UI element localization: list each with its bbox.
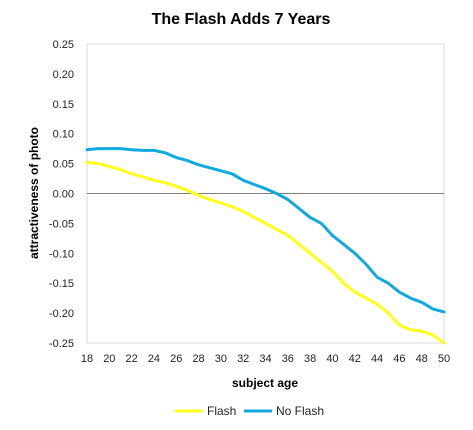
legend: Flash No Flash bbox=[175, 404, 324, 418]
y-tick-label: 0.10 bbox=[53, 129, 74, 141]
x-tick-label: 34 bbox=[259, 353, 271, 365]
series-line-flash bbox=[85, 160, 446, 345]
y-tick-label: -0.10 bbox=[49, 248, 74, 260]
legend-label-flash: Flash bbox=[207, 404, 236, 418]
y-tick-label: 0.25 bbox=[53, 39, 74, 51]
series-line-no-flash bbox=[85, 147, 446, 314]
y-tick-label: -0.20 bbox=[49, 308, 74, 320]
x-tick-label: 24 bbox=[148, 353, 160, 365]
y-axis-label: attractiveness of photo bbox=[27, 127, 41, 259]
x-tick-label: 42 bbox=[349, 353, 361, 365]
legend-label-no-flash: No Flash bbox=[276, 404, 324, 418]
x-tick-label: 50 bbox=[438, 353, 450, 365]
series-lines bbox=[85, 147, 446, 345]
x-tick-label: 44 bbox=[371, 353, 383, 365]
x-tick-label: 20 bbox=[103, 353, 115, 365]
x-tick-label: 18 bbox=[81, 353, 93, 365]
y-tick-label: 0.00 bbox=[53, 189, 74, 201]
x-tick-label: 28 bbox=[192, 353, 204, 365]
x-tick-label: 30 bbox=[215, 353, 227, 365]
x-tick-label: 38 bbox=[304, 353, 316, 365]
y-tick-label: 0.15 bbox=[53, 99, 74, 111]
y-tick-label: 0.05 bbox=[53, 159, 74, 171]
x-tick-label: 36 bbox=[282, 353, 294, 365]
y-axis-ticks: 0.25 0.20 0.15 0.10 0.05 0.00 -0.05 -0.10 -0.15 -… bbox=[49, 39, 74, 350]
plot-area bbox=[86, 43, 445, 344]
x-tick-label: 40 bbox=[326, 353, 338, 365]
x-tick-label: 32 bbox=[237, 353, 249, 365]
x-tick-label: 48 bbox=[416, 353, 428, 365]
x-tick-label: 22 bbox=[126, 353, 138, 365]
y-tick-label: -0.25 bbox=[49, 338, 74, 350]
y-tick-label: -0.05 bbox=[49, 218, 74, 230]
x-axis-ticks: 18 20 22 24 26 28 30 32 34 36 38 40 42 44 46 48 50 bbox=[81, 353, 450, 365]
y-tick-label: 0.20 bbox=[53, 69, 74, 81]
x-axis-label: subject age bbox=[232, 376, 298, 390]
y-tick-label: -0.15 bbox=[49, 278, 74, 290]
x-tick-label: 26 bbox=[170, 353, 182, 365]
chart-title: The Flash Adds 7 Years bbox=[152, 11, 331, 28]
x-tick-label: 46 bbox=[393, 353, 405, 365]
